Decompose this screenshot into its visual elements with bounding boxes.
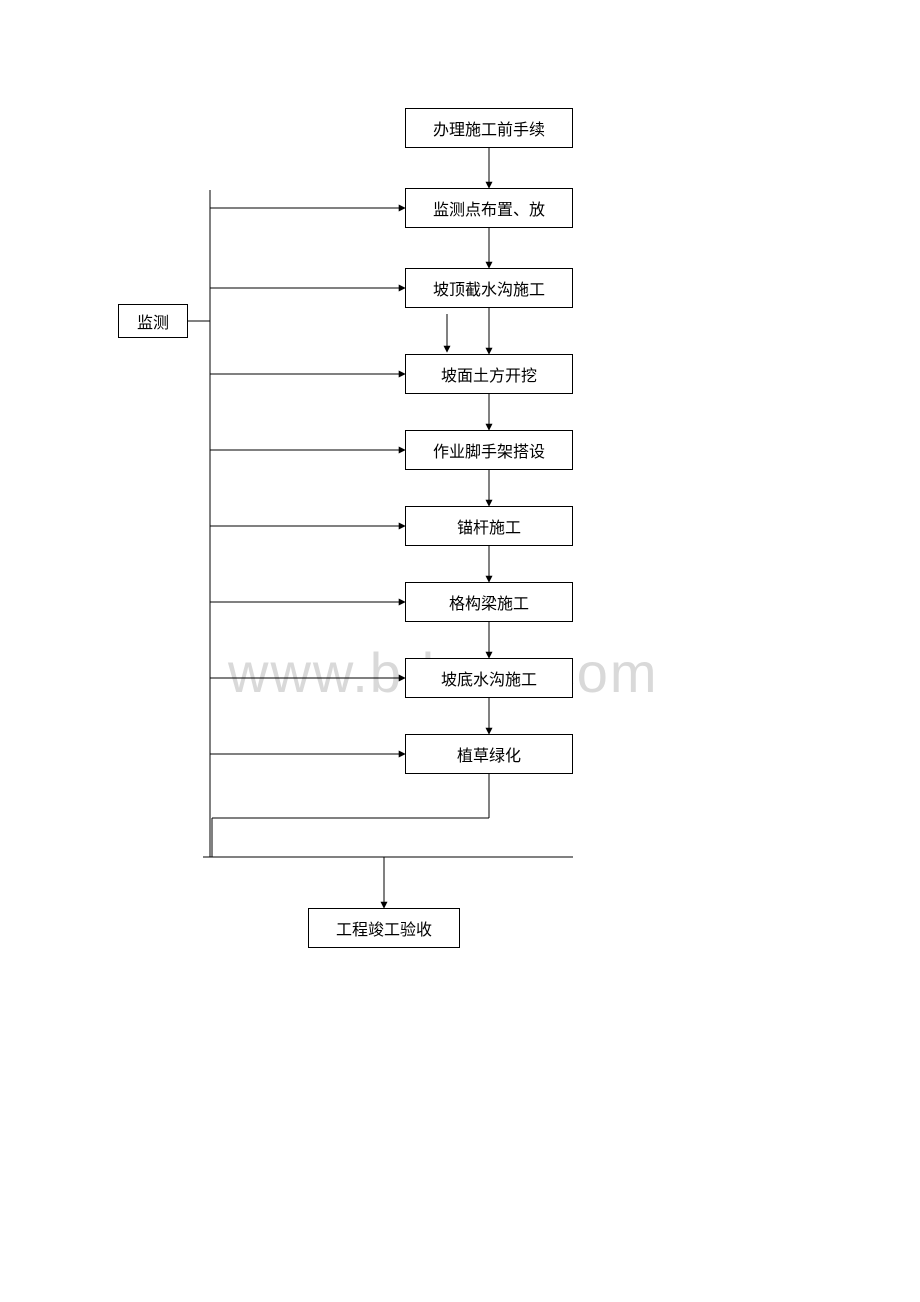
- flow-node-n3: 坡面土方开挖: [405, 354, 573, 394]
- flow-node-n6: 格构梁施工: [405, 582, 573, 622]
- flow-node-label: 植草绿化: [457, 742, 521, 766]
- flow-node-label: 工程竣工验收: [336, 916, 432, 940]
- flow-node-n8: 植草绿化: [405, 734, 573, 774]
- flow-node-m: 监测: [118, 304, 188, 338]
- flow-node-n5: 锚杆施工: [405, 506, 573, 546]
- flow-node-label: 办理施工前手续: [433, 116, 545, 140]
- flow-node-n1: 监测点布置、放: [405, 188, 573, 228]
- flow-node-n7: 坡底水沟施工: [405, 658, 573, 698]
- flow-node-label: 锚杆施工: [457, 514, 521, 538]
- flow-node-label: 坡顶截水沟施工: [433, 276, 545, 300]
- flow-node-label: 作业脚手架搭设: [433, 438, 545, 462]
- flow-node-label: 监测: [137, 309, 169, 333]
- flow-node-label: 监测点布置、放: [433, 196, 545, 220]
- flow-node-n2: 坡顶截水沟施工: [405, 268, 573, 308]
- flow-node-n0: 办理施工前手续: [405, 108, 573, 148]
- flow-node-n4: 作业脚手架搭设: [405, 430, 573, 470]
- flow-node-n9: 工程竣工验收: [308, 908, 460, 948]
- flow-node-label: 坡底水沟施工: [441, 666, 537, 690]
- flow-node-label: 格构梁施工: [449, 590, 529, 614]
- flow-node-label: 坡面土方开挖: [441, 362, 537, 386]
